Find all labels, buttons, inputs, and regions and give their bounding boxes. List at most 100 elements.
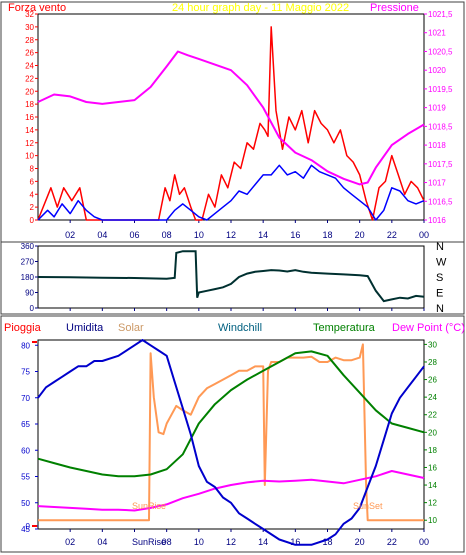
compass-label: S <box>436 272 443 284</box>
left-tick-label: 2 <box>30 203 35 212</box>
dewpoint-line <box>37 470 425 512</box>
x-tick-label: 22 <box>387 537 397 547</box>
dewpoint-label: Dew Point (°C) <box>392 322 465 334</box>
left-tick-label: 4 <box>30 190 35 199</box>
left-tick-label: 24 <box>25 62 34 71</box>
left-tick-label: 65 <box>21 420 30 429</box>
sunset-marker: SunSet <box>353 501 383 511</box>
left-tick-label: 180 <box>21 273 35 282</box>
right-tick-label: 1019 <box>428 104 446 113</box>
temperature-panel: Pioggia Umidita Solar Windchill Temperat… <box>0 315 465 553</box>
left-tick-label: 90 <box>25 289 34 298</box>
tick-labels: 0246810121416182022242628303210161016,51… <box>25 10 453 240</box>
temperature-label: Temperatura <box>313 322 376 334</box>
right-tick-label: 26 <box>428 376 437 385</box>
right-tick-label: 22 <box>428 411 437 420</box>
plot-area <box>37 13 425 221</box>
direction-line <box>37 250 425 303</box>
left-tick-label: 60 <box>21 446 30 455</box>
left-tick-label: 22 <box>25 74 34 83</box>
right-tick-label: 1018,5 <box>428 122 453 131</box>
windchill-label: Windchill <box>218 322 262 334</box>
left-tick-label: 16 <box>25 113 34 122</box>
plot-area <box>37 339 425 530</box>
left-tick-label: 32 <box>25 10 34 19</box>
left-tick-label: 80 <box>21 341 30 350</box>
right-tick-label: 1017 <box>428 179 446 188</box>
right-tick-label: 1021 <box>428 29 446 38</box>
x-tick-label: 08 <box>162 230 172 240</box>
x-tick-label: 00 <box>419 230 429 240</box>
x-tick-label: 16 <box>290 537 300 547</box>
left-tick-label: 360 <box>21 242 35 251</box>
x-tick-label: 04 <box>97 230 107 240</box>
right-tick-label: 1017,5 <box>428 160 453 169</box>
right-tick-label: 1016,5 <box>428 197 453 206</box>
series-lines <box>37 250 425 303</box>
x-tick-label: 22 <box>387 230 397 240</box>
right-tick-label: 24 <box>428 393 437 402</box>
sunrise-marker: SunRise <box>132 501 166 511</box>
x-tick-label: 08 <box>162 537 172 547</box>
right-tick-label: 1021,5 <box>428 10 453 19</box>
x-tick-label: 04 <box>97 537 107 547</box>
left-tick-label: 0 <box>30 216 35 225</box>
left-tick-label: 8 <box>30 165 35 174</box>
right-tick-label: 16 <box>428 463 437 472</box>
x-tick-label: 18 <box>322 537 332 547</box>
compass-label: E <box>436 288 443 300</box>
solar-line <box>38 343 424 522</box>
panel-frame <box>0 241 465 315</box>
right-tick-label: 18 <box>428 446 437 455</box>
compass-label: N <box>436 303 444 315</box>
right-tick-label: 14 <box>428 481 437 490</box>
left-tick-label: 20 <box>25 87 34 96</box>
left-tick-label: 10 <box>25 152 34 161</box>
right-axis-label: Pressione <box>370 2 419 14</box>
left-tick-label: 26 <box>25 49 34 58</box>
right-tick-label: 1020 <box>428 66 446 75</box>
left-tick-label: 55 <box>21 473 30 482</box>
x-tick-label: 12 <box>226 537 236 547</box>
sunrise-x-label: SunRise <box>132 537 166 547</box>
right-tick-label: 28 <box>428 358 437 367</box>
left-tick-label: 28 <box>25 36 34 45</box>
left-tick-label: 18 <box>25 100 34 109</box>
x-tick-label: 10 <box>194 230 204 240</box>
right-tick-label: 1019,5 <box>428 85 453 94</box>
x-tick-label: 02 <box>65 537 75 547</box>
wind-line <box>37 164 425 221</box>
right-tick-label: 12 <box>428 499 437 508</box>
humidity-label: Umidita <box>66 322 104 334</box>
temperature-line <box>37 350 425 478</box>
series-lines <box>37 339 425 546</box>
left-tick-label: 75 <box>21 368 30 377</box>
left-axis-label: Forza vento <box>8 2 66 14</box>
pressure-line <box>37 50 425 186</box>
rain-label: Pioggia <box>4 322 42 334</box>
panel-frame <box>0 315 465 553</box>
right-tick-label: 30 <box>428 340 437 349</box>
tick-labels: 045 50 55 60 65 70 75 80 10 12 14 16 18 20 22 24 26 28 30 0… <box>21 340 437 547</box>
left-tick-label: 0 <box>26 522 31 531</box>
x-tick-label: 00 <box>419 537 429 547</box>
right-tick-label: 1020,5 <box>428 47 453 56</box>
left-tick-label: 50 <box>21 499 30 508</box>
x-tick-label: 02 <box>65 230 75 240</box>
series-lines <box>37 26 425 221</box>
wind-pressure-panel: Forza vento 24 hour graph day - 11 Maggi… <box>0 1 465 243</box>
left-tick-label: 6 <box>30 177 35 186</box>
x-tick-label: 16 <box>290 230 300 240</box>
chart-title: 24 hour graph day - 11 Maggio 2022 <box>172 2 349 14</box>
x-tick-label: 06 <box>129 230 139 240</box>
solar-label: Solar <box>118 322 144 334</box>
x-tick-label: 14 <box>258 537 268 547</box>
x-tick-label: 20 <box>355 537 365 547</box>
left-tick-label: 14 <box>25 126 34 135</box>
left-tick-label: 30 <box>25 23 34 32</box>
left-tick-label: 0 <box>30 304 35 313</box>
right-tick-label: 1016 <box>428 216 446 225</box>
